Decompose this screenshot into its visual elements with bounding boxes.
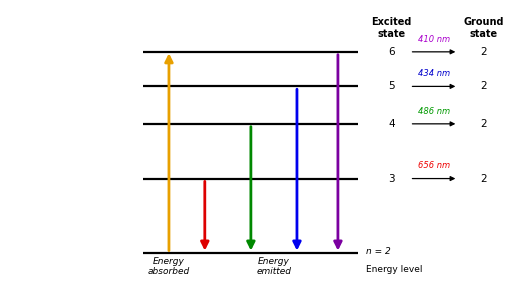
Text: 2: 2 <box>481 174 487 183</box>
Text: 3: 3 <box>389 174 395 183</box>
Text: Energy
emitted: Energy emitted <box>257 257 291 276</box>
Text: 2: 2 <box>481 47 487 57</box>
Text: 6: 6 <box>389 47 395 57</box>
Text: Energy level: Energy level <box>366 265 422 274</box>
Text: 4: 4 <box>389 119 395 129</box>
Text: 656 nm: 656 nm <box>418 162 450 170</box>
Text: 2: 2 <box>481 119 487 129</box>
Text: Ground
state: Ground state <box>463 17 504 39</box>
Text: 5: 5 <box>389 82 395 91</box>
Text: 410 nm: 410 nm <box>418 35 450 44</box>
Text: 486 nm: 486 nm <box>418 107 450 116</box>
Text: Excited
state: Excited state <box>372 17 412 39</box>
Text: n = 2: n = 2 <box>366 247 391 256</box>
Text: Energy
absorbed: Energy absorbed <box>148 257 190 276</box>
Text: 434 nm: 434 nm <box>418 69 450 78</box>
Text: 2: 2 <box>481 82 487 91</box>
